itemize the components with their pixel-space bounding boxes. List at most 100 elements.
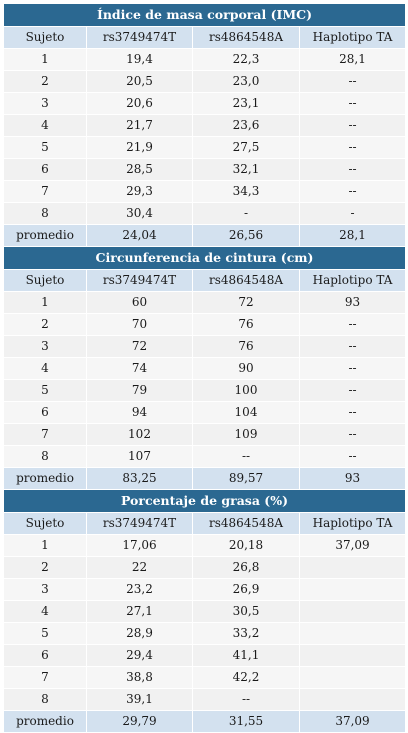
table-cell: 26,8 — [192, 556, 300, 579]
table-row: 3 72 76 -- — [3, 335, 406, 358]
table-cell: 21,7 — [86, 114, 193, 137]
header-cell: rs4864548A — [192, 26, 300, 49]
table-row: 2 70 76 -- — [3, 313, 406, 336]
table-cell: - — [299, 202, 406, 225]
header-cell: Sujeto — [3, 26, 87, 49]
table-row: 8 30,4- - — [3, 202, 406, 225]
table-cell: 7 — [3, 666, 87, 689]
table-cell: 1 — [3, 291, 87, 314]
header-cell: Haplotipo TA — [299, 269, 406, 292]
table-cell: 7 — [3, 180, 87, 203]
header-cell: Sujeto — [3, 269, 87, 292]
table-cell: 107 — [86, 445, 193, 468]
table-cell — [299, 578, 406, 601]
average-cell: 26,56 — [192, 224, 300, 247]
table-cell: 22,3 — [192, 48, 300, 71]
table-cell: -- — [299, 92, 406, 115]
table-cell: 30,5 — [192, 600, 300, 623]
table-cell: 6 — [3, 401, 87, 424]
table-cell: 17,06 — [86, 534, 193, 557]
section-title-row: Porcentaje de grasa (%) — [3, 489, 406, 513]
table-row: 4 27,1 30,5 — [3, 600, 406, 623]
table-cell: 33,2 — [192, 622, 300, 645]
table-cell: 28,9 — [86, 622, 193, 645]
table-cell: 74 — [86, 357, 193, 380]
table-cell: 28,1 — [299, 48, 406, 71]
table-cell — [299, 556, 406, 579]
section-title-row: Índice de masa corporal (IMC) — [3, 3, 406, 27]
table-row: 5 28,9 33,2 — [3, 622, 406, 645]
header-row: Sujeto rs3749474T rs4864548A Haplotipo T… — [3, 269, 406, 292]
table-cell: 38,8 — [86, 666, 193, 689]
table-cell: 29,4 — [86, 644, 193, 667]
header-cell: Haplotipo TA — [299, 26, 406, 49]
average-row: promedio 83,25 89,57 93 — [3, 467, 406, 490]
average-cell: 89,57 — [192, 467, 300, 490]
table-cell: 76 — [192, 313, 300, 336]
table-cell: 27,1 — [86, 600, 193, 623]
table-cell: 70 — [86, 313, 193, 336]
table-cell: 20,5 — [86, 70, 193, 93]
table-cell: 20,6 — [86, 92, 193, 115]
header-cell: Sujeto — [3, 512, 87, 535]
table-cell: 4 — [3, 357, 87, 380]
table-cell — [299, 666, 406, 689]
average-cell: 24,04 — [86, 224, 193, 247]
table-row: 1 17,06 20,18 37,09 — [3, 534, 406, 557]
table-cell: 1 — [3, 48, 87, 71]
average-cell: 29,79 — [86, 710, 193, 733]
table-cell: 93 — [299, 291, 406, 314]
table-cell: -- — [299, 70, 406, 93]
table-row: 7 102 109 -- — [3, 423, 406, 446]
average-row: promedio 29,79 31,55 37,09 — [3, 710, 406, 733]
table-row: 3 23,2 26,9 — [3, 578, 406, 601]
table-cell: 42,2 — [192, 666, 300, 689]
table-cell: 20,18 — [192, 534, 300, 557]
table-body: Índice de masa corporal (IMC) Sujeto rs3… — [3, 3, 406, 733]
table-cell: 21,9 — [86, 136, 193, 159]
average-cell: 37,09 — [299, 710, 406, 733]
table-cell: -- — [299, 423, 406, 446]
table-cell: 41,1 — [192, 644, 300, 667]
table-cell: 72 — [86, 335, 193, 358]
table-cell: 1 — [3, 534, 87, 557]
table-cell: 23,2 — [86, 578, 193, 601]
table-cell: 32,1 — [192, 158, 300, 181]
table-row: 1 60 72 93 — [3, 291, 406, 314]
average-cell: 83,25 — [86, 467, 193, 490]
table-row: 5 21,9 27,5 -- — [3, 136, 406, 159]
table-cell: 5 — [3, 379, 87, 402]
table-cell: 2 — [3, 556, 87, 579]
table-cell: 94 — [86, 401, 193, 424]
header-cell: rs4864548A — [192, 269, 300, 292]
table-cell: 2 — [3, 313, 87, 336]
table-cell: 8 — [3, 445, 87, 468]
header-cell: rs3749474T — [86, 269, 193, 292]
table-row: 7 29,3 34,3 -- — [3, 180, 406, 203]
table-cell — [299, 600, 406, 623]
header-row: Sujeto rs3749474T rs4864548A Haplotipo T… — [3, 26, 406, 49]
table-cell: 60 — [86, 291, 193, 314]
table-cell: -- — [299, 335, 406, 358]
table-row: 8 107 -- -- — [3, 445, 406, 468]
table-cell — [299, 644, 406, 667]
table-cell: 30,4 — [86, 202, 193, 225]
table-cell: -- — [299, 136, 406, 159]
table-cell: - — [192, 202, 300, 225]
section-title: Porcentaje de grasa (%) — [3, 489, 406, 513]
table-cell: 4 — [3, 114, 87, 137]
table-row: 3 20,6 23,1 -- — [3, 92, 406, 115]
section-title: Circunferencia de cintura (cm) — [3, 246, 406, 270]
table-cell: 5 — [3, 136, 87, 159]
table-cell: 19,4 — [86, 48, 193, 71]
table-row: 6 28,5 32,1 -- — [3, 158, 406, 181]
table-cell: -- — [299, 379, 406, 402]
header-cell: rs3749474T — [86, 26, 193, 49]
table-cell: 7 — [3, 423, 87, 446]
table-cell: -- — [192, 445, 300, 468]
table-cell: -- — [299, 313, 406, 336]
table-cell: 79 — [86, 379, 193, 402]
header-cell: rs4864548A — [192, 512, 300, 535]
table-cell: -- — [299, 158, 406, 181]
table-cell: 5 — [3, 622, 87, 645]
